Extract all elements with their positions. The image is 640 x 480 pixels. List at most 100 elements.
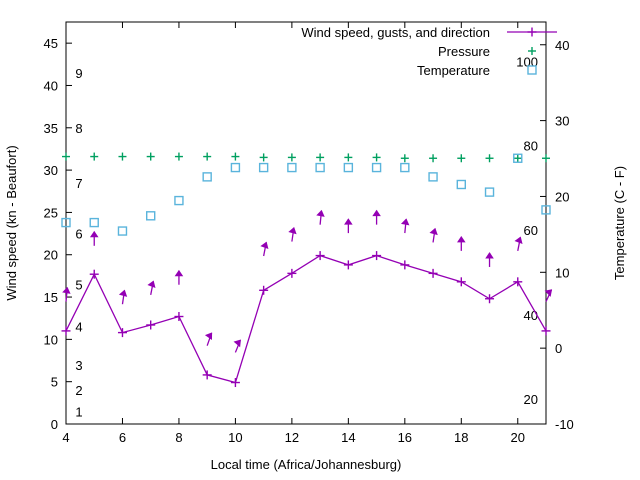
beaufort-label: 5: [75, 277, 82, 292]
y-tick-label: 10: [44, 332, 58, 347]
fahrenheit-scale-labels: 20 40 60 80 100: [516, 54, 538, 407]
gust-arrow: [316, 209, 325, 225]
legend-marker-square: [527, 65, 537, 75]
y2-axis-ticks: -10 0 10 20 30 40: [540, 38, 574, 432]
x-tick-label: 6: [119, 430, 126, 445]
gust-arrow-head: [316, 209, 325, 217]
plot-frame: [65, 21, 547, 425]
gust-arrow-head: [544, 289, 553, 297]
gust-arrow: [429, 227, 438, 243]
gust-arrow-head: [204, 332, 213, 341]
fahrenheit-label: 60: [524, 223, 538, 238]
temperature-point: [371, 162, 382, 173]
gust-arrow-head: [485, 252, 494, 259]
gust-arrow: [514, 236, 523, 252]
y2-tick-label: 20: [555, 189, 569, 204]
beaufort-label: 2: [75, 383, 82, 398]
beaufort-label: 4: [75, 320, 82, 335]
gust-arrow: [400, 218, 410, 234]
temperature-point: [456, 179, 466, 190]
temperature-point: [89, 217, 99, 228]
y-axis-title: Wind speed (kn - Beaufort): [4, 145, 19, 300]
x-tick-label: 10: [228, 430, 242, 445]
wind-speed-line: [65, 254, 547, 384]
temperature-point: [202, 172, 212, 182]
y-tick-label: 45: [44, 36, 58, 51]
fahrenheit-label: 40: [524, 308, 538, 323]
gust-arrow: [62, 286, 71, 302]
gust-arrow-head: [260, 241, 269, 250]
y2-tick-label: 30: [555, 114, 569, 129]
wind-speed-series: [61, 251, 551, 388]
temperature-point: [287, 162, 297, 173]
gust-arrow: [372, 209, 381, 225]
gust-arrow: [204, 332, 213, 346]
y-tick-label: 5: [51, 375, 58, 390]
temperature-point: [258, 162, 269, 173]
x-axis-ticks: 4 6 8 10 12 14 16 18 20: [62, 22, 525, 445]
temperature-point: [146, 211, 156, 221]
gust-arrow-head: [288, 226, 297, 235]
gust-arrow: [544, 289, 553, 302]
beaufort-label: 9: [75, 66, 82, 81]
x-tick-label: 4: [62, 430, 69, 445]
gust-arrow-head: [174, 269, 184, 277]
beaufort-label: 6: [75, 227, 82, 242]
plot-border: [65, 21, 547, 425]
y-tick-label: 30: [44, 163, 58, 178]
legend-label: Wind speed, gusts, and direction: [301, 25, 490, 40]
gust-arrow-head: [514, 236, 523, 244]
temperature-point: [61, 217, 71, 228]
gust-arrow-head: [147, 280, 156, 288]
beaufort-label: 1: [75, 404, 82, 419]
temperature-point: [315, 162, 325, 173]
y-tick-label: 15: [44, 290, 58, 305]
gust-arrow: [118, 289, 128, 305]
x-tick-label: 20: [511, 430, 525, 445]
gust-arrow-head: [400, 218, 410, 226]
gust-arrow: [457, 235, 466, 251]
temperature-point: [428, 172, 438, 182]
gust-arrow: [344, 218, 353, 234]
gust-arrow: [89, 230, 99, 246]
y2-tick-label: 10: [555, 265, 569, 280]
legend-label: Pressure: [438, 44, 490, 59]
y2-axis-title: Temperature (C - F): [612, 166, 627, 280]
temperature-point: [541, 205, 551, 215]
gust-arrow-head: [89, 230, 99, 238]
x-tick-label: 14: [341, 430, 355, 445]
x-tick-label: 12: [285, 430, 299, 445]
beaufort-scale-labels: 1 2 3 4 5 6 7 8 9: [75, 66, 82, 420]
gust-arrow: [147, 280, 156, 296]
gust-arrow-head: [118, 289, 128, 297]
beaufort-label: 8: [75, 121, 82, 136]
temperature-point: [117, 226, 128, 236]
temperature-point: [400, 162, 410, 173]
temperature-series: [61, 153, 551, 236]
y-tick-label: 25: [44, 205, 58, 220]
gust-arrow-head: [457, 235, 466, 243]
pressure-series: [62, 152, 550, 163]
fahrenheit-label: 80: [524, 139, 538, 154]
temperature-point: [484, 187, 495, 197]
chart-legend: Wind speed, gusts, and direction Pressure…: [301, 25, 557, 78]
fahrenheit-label: 100: [516, 54, 538, 69]
legend-label: Temperature: [417, 63, 490, 78]
temperature-point: [513, 153, 523, 163]
wind-gust-direction-arrows: [62, 209, 553, 353]
temperature-point: [230, 162, 241, 173]
gust-arrow: [233, 339, 241, 353]
x-tick-label: 8: [175, 430, 182, 445]
beaufort-label: 3: [75, 358, 82, 373]
gust-arrow: [174, 269, 184, 285]
gust-arrow-head: [429, 227, 438, 236]
temperature-point: [343, 162, 354, 173]
gust-arrow-head: [372, 209, 381, 217]
gust-arrow: [288, 226, 297, 242]
y-tick-label: 20: [44, 248, 58, 263]
y2-tick-label: 0: [555, 341, 562, 356]
x-tick-label: 16: [398, 430, 412, 445]
y-tick-label: 40: [44, 78, 58, 93]
